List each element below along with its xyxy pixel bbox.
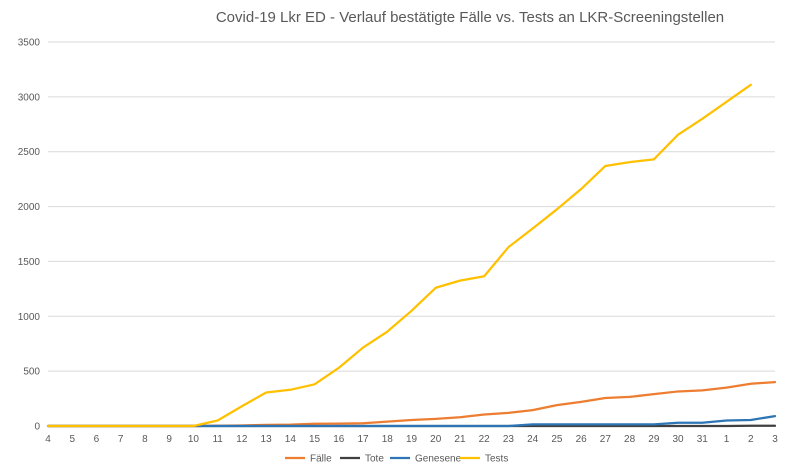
- series-lines: [48, 85, 775, 426]
- y-axis-ticks: 0 500 1000 1500 2000 2500 3000 3500: [18, 38, 41, 433]
- x-tick-label: 15: [309, 434, 321, 445]
- x-tick-label: 7: [118, 434, 124, 445]
- x-tick-label: 6: [94, 434, 100, 445]
- x-tick-label: 25: [551, 434, 563, 445]
- legend: Fälle Tote Genesene Tests: [285, 454, 508, 465]
- y-tick-label: 1000: [18, 312, 41, 323]
- x-tick-label: 9: [166, 434, 172, 445]
- x-tick-label: 28: [624, 434, 636, 445]
- x-tick-label: 18: [382, 434, 394, 445]
- x-tick-label: 26: [576, 434, 588, 445]
- x-tick-label: 4: [45, 434, 51, 445]
- x-tick-label: 27: [600, 434, 612, 445]
- series-line-fälle: [48, 382, 775, 426]
- x-tick-label: 3: [772, 434, 778, 445]
- x-tick-label: 5: [69, 434, 75, 445]
- x-tick-label: 16: [333, 434, 345, 445]
- x-tick-label: 11: [212, 434, 223, 445]
- x-tick-label: 29: [648, 434, 660, 445]
- series-line-tests: [48, 85, 751, 426]
- x-tick-label: 2: [748, 434, 754, 445]
- x-tick-label: 21: [454, 434, 466, 445]
- x-tick-label: 24: [527, 434, 539, 445]
- x-tick-label: 23: [503, 434, 515, 445]
- y-tick-label: 1500: [18, 257, 41, 268]
- y-tick-label: 2500: [18, 147, 41, 158]
- y-tick-label: 500: [23, 367, 40, 378]
- x-tick-label: 17: [357, 434, 369, 445]
- y-tick-label: 3500: [18, 38, 41, 49]
- x-tick-label: 19: [406, 434, 418, 445]
- x-tick-label: 12: [236, 434, 248, 445]
- y-tick-label: 0: [34, 422, 40, 433]
- y-tick-label: 3000: [18, 92, 41, 103]
- x-tick-label: 13: [261, 434, 273, 445]
- x-tick-label: 8: [142, 434, 148, 445]
- chart-title: Covid-19 Lkr ED - Verlauf bestätigte Fäl…: [216, 9, 724, 26]
- x-tick-label: 31: [697, 434, 709, 445]
- x-tick-label: 20: [430, 434, 442, 445]
- x-tick-label: 10: [188, 434, 200, 445]
- legend-entry: Genesene: [415, 454, 462, 465]
- x-tick-label: 14: [285, 434, 297, 445]
- legend-entry: Tote: [365, 454, 384, 465]
- x-tick-label: 30: [673, 434, 685, 445]
- x-tick-label: 1: [724, 434, 730, 445]
- x-tick-label: 22: [479, 434, 491, 445]
- gridlines: [48, 42, 775, 426]
- y-tick-label: 2000: [18, 202, 41, 213]
- legend-entry: Tests: [485, 454, 508, 465]
- legend-entry: Fälle: [310, 454, 332, 465]
